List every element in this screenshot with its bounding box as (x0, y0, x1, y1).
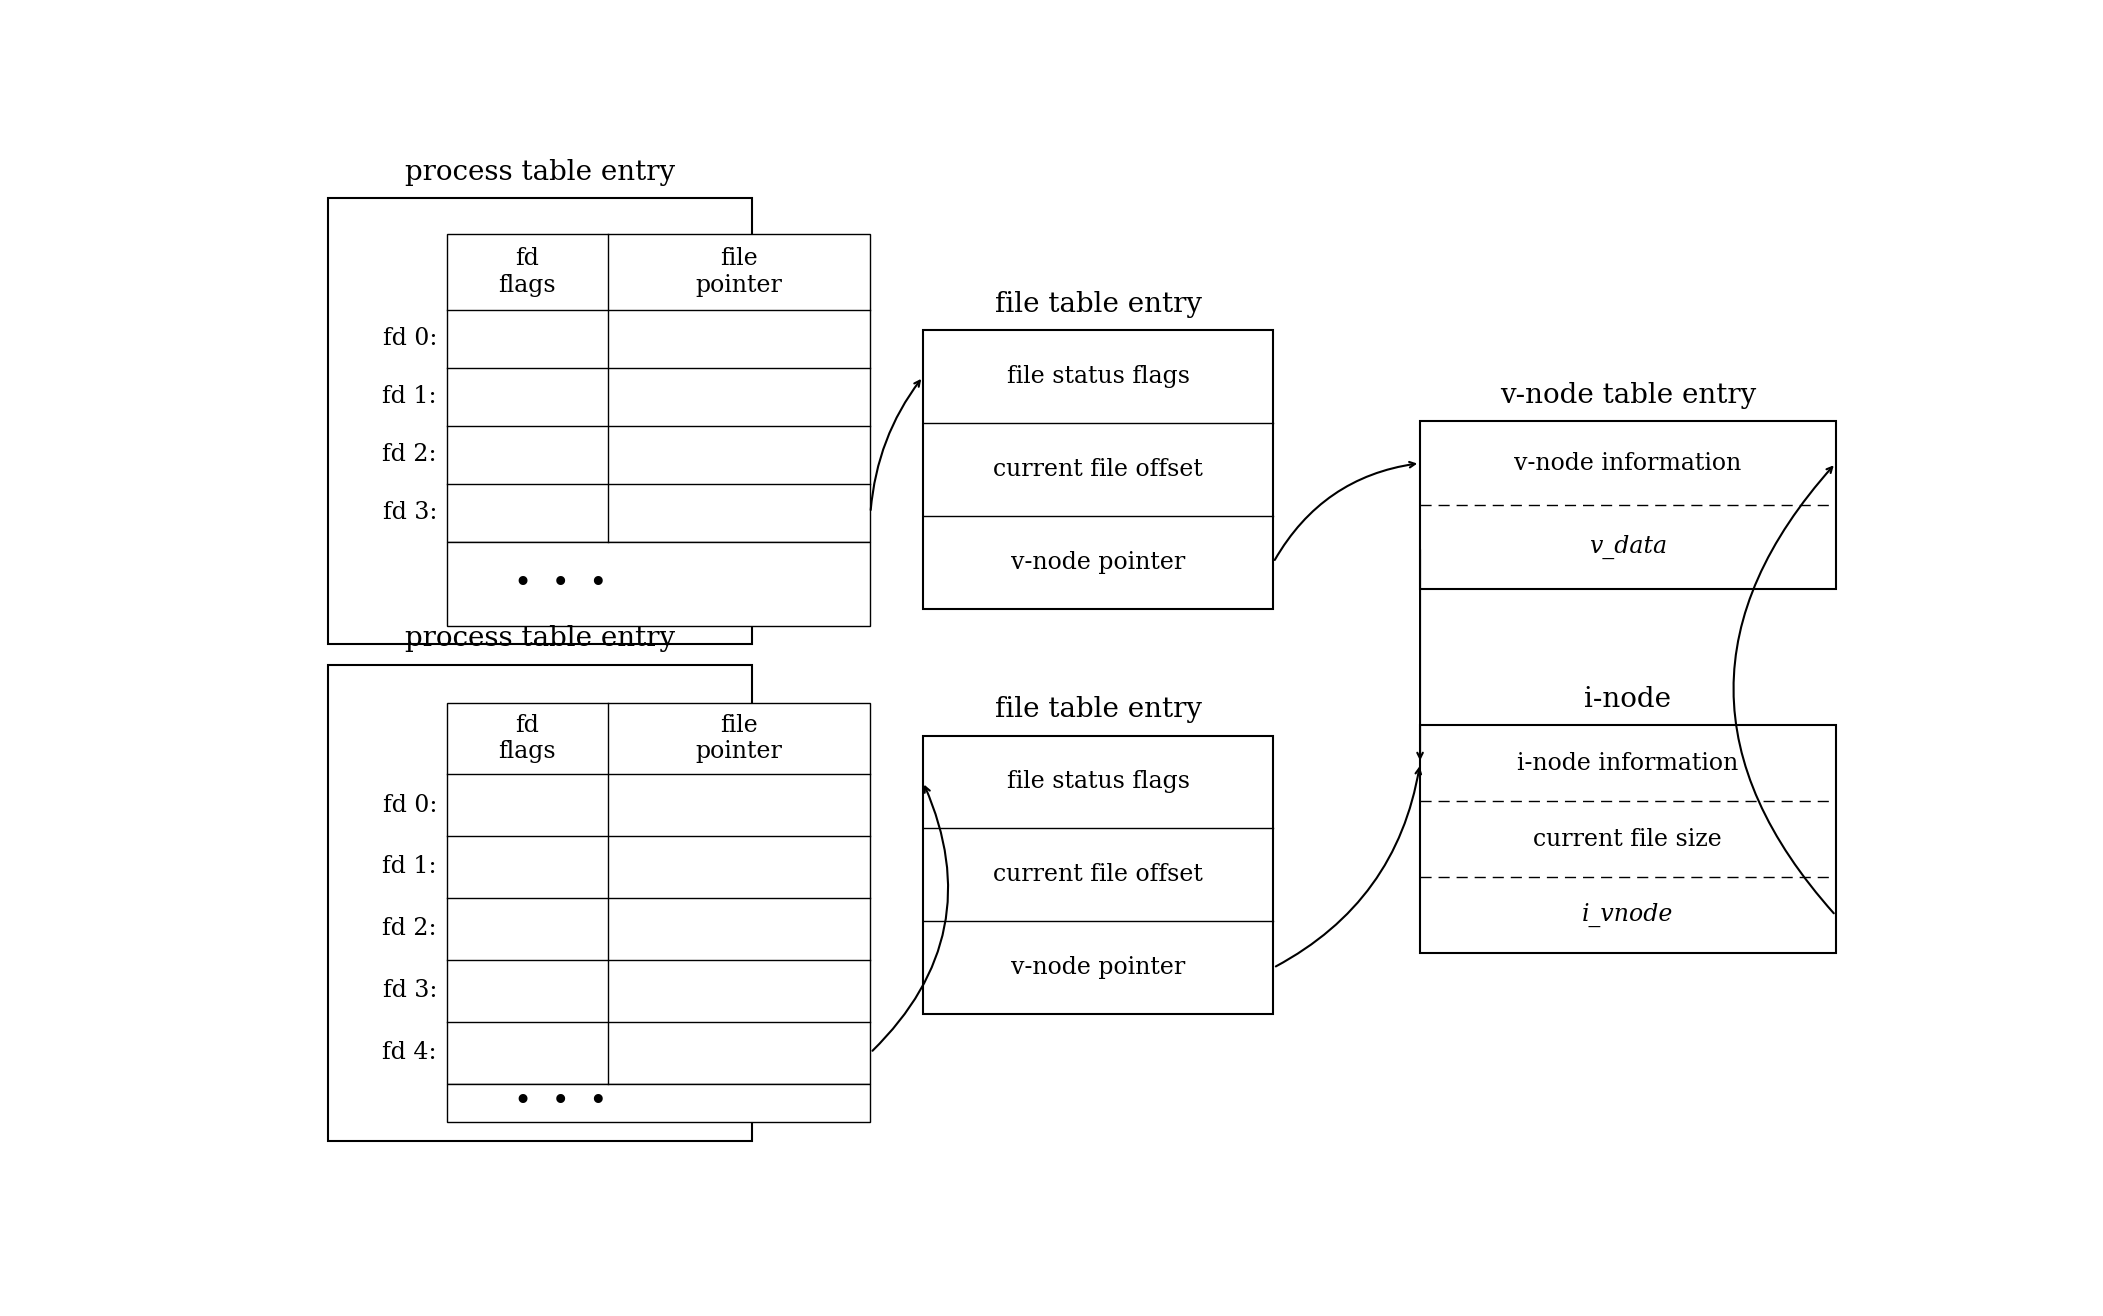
Bar (446, 1083, 871, 1121)
Text: fd 4:: fd 4: (383, 1041, 437, 1065)
Text: fd 1:: fd 1: (383, 855, 437, 879)
Text: •  •  •: • • • (515, 1087, 608, 1119)
Text: fd 3:: fd 3: (383, 501, 437, 524)
Text: fd
flags: fd flags (498, 247, 555, 297)
Text: i-node information: i-node information (1516, 751, 1739, 775)
Text: file status flags: file status flags (1007, 365, 1190, 388)
Text: process table entry: process table entry (406, 159, 675, 187)
Text: •  •  •: • • • (515, 569, 608, 600)
Bar (446, 542, 871, 626)
Text: fd 0:: fd 0: (383, 794, 437, 816)
Text: file table entry: file table entry (995, 291, 1201, 318)
Bar (446, 703, 871, 1083)
Bar (923, 736, 1274, 1015)
Text: current file offset: current file offset (993, 458, 1203, 482)
Text: fd 0:: fd 0: (383, 328, 437, 350)
Text: file
pointer: file pointer (696, 247, 782, 297)
Text: fd 1:: fd 1: (383, 386, 437, 408)
Text: process table entry: process table entry (406, 625, 675, 653)
Text: v-node information: v-node information (1514, 451, 1741, 475)
Bar (1420, 725, 1836, 953)
Text: v-node pointer: v-node pointer (1012, 957, 1186, 979)
Text: fd
flags: fd flags (498, 713, 555, 763)
Text: i_vnode: i_vnode (1581, 903, 1674, 928)
Bar (446, 234, 871, 542)
Text: fd 3:: fd 3: (383, 979, 437, 1003)
Text: current file offset: current file offset (993, 863, 1203, 887)
Text: v_data: v_data (1588, 534, 1668, 559)
Text: fd 2:: fd 2: (383, 443, 437, 466)
Bar (923, 330, 1274, 609)
Text: v-node pointer: v-node pointer (1012, 551, 1186, 574)
Bar (328, 199, 753, 645)
Bar (328, 665, 753, 1141)
Text: current file size: current file size (1533, 828, 1722, 851)
Text: file
pointer: file pointer (696, 713, 782, 763)
Bar (1420, 421, 1836, 588)
Text: file status flags: file status flags (1007, 770, 1190, 794)
Text: i-node: i-node (1584, 686, 1672, 713)
Text: file table entry: file table entry (995, 696, 1201, 724)
Text: fd 2:: fd 2: (383, 917, 437, 941)
Text: v-node table entry: v-node table entry (1499, 382, 1756, 409)
